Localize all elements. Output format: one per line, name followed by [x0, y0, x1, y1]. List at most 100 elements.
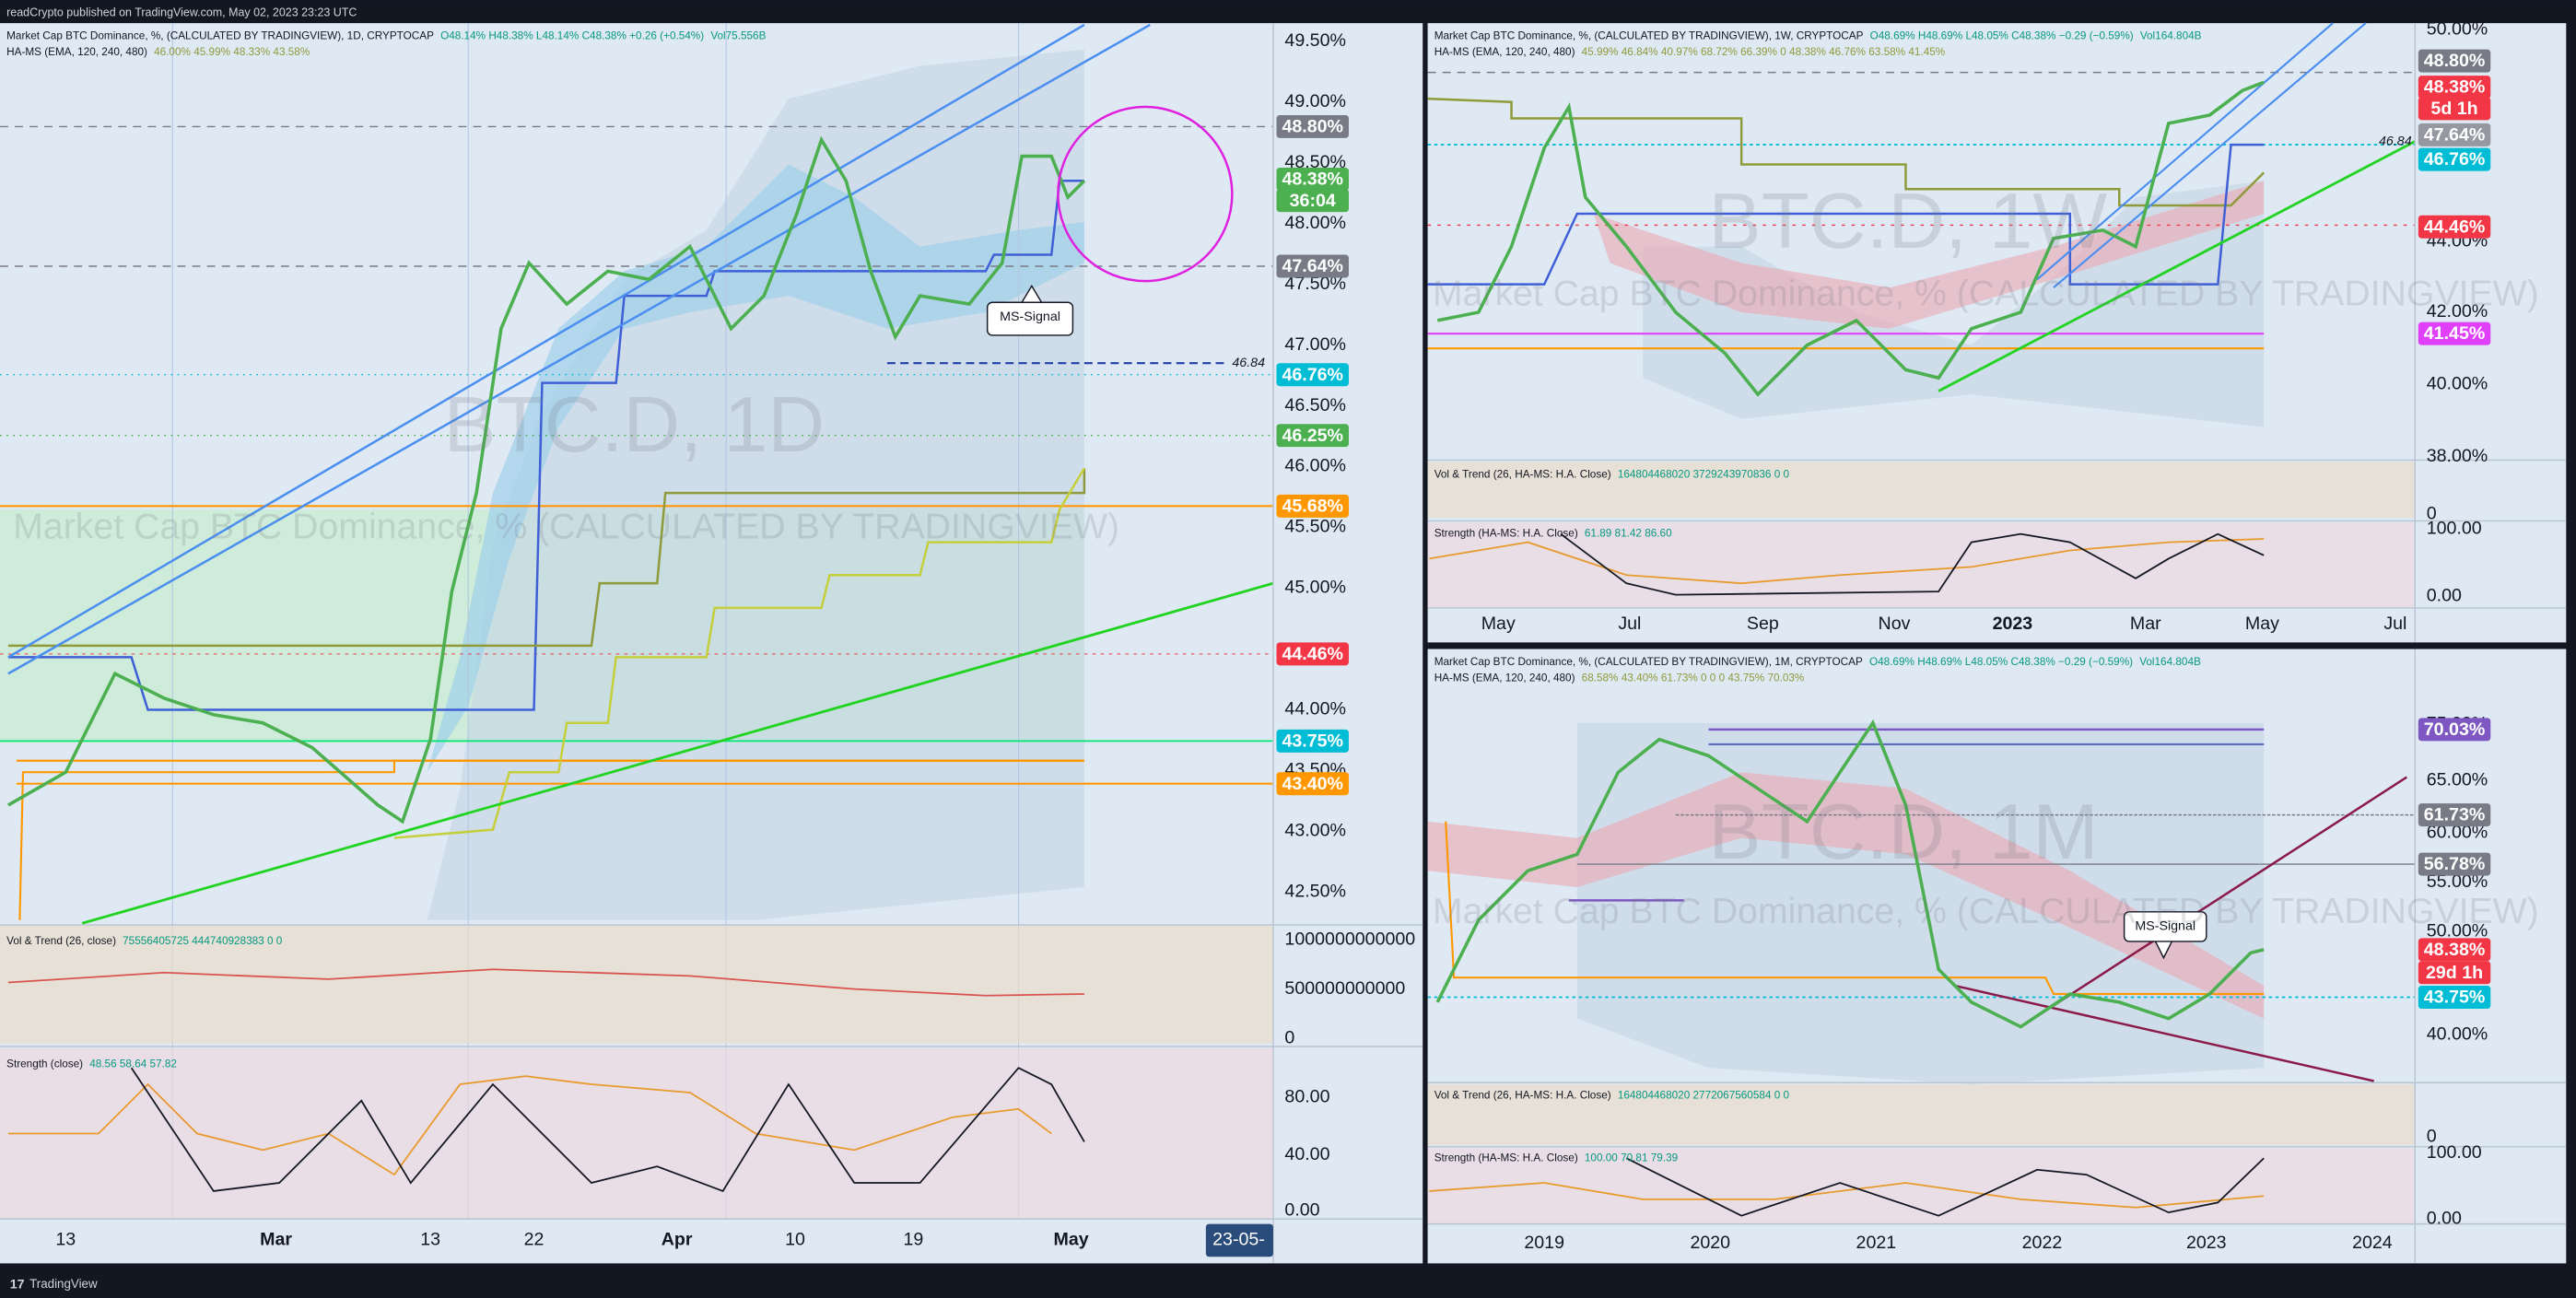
strength-pane-bg: [1427, 522, 2416, 608]
price-tick-label: 40.00%: [2427, 374, 2488, 394]
panel-1m: [1427, 649, 2567, 1264]
trend-line: [1954, 984, 2374, 1082]
legend-indicator-values: 68.58% 43.40% 61.73% 0 0 0 43.75% 70.03%: [1582, 672, 1805, 684]
price-tag: 48.38%: [2424, 940, 2486, 960]
pane-values: 61.89 81.42 86.60: [1585, 528, 1672, 540]
strength-curve: [1625, 1157, 2265, 1217]
time-tick-label: 2019: [1524, 1233, 1564, 1253]
price-tag-bg: [2418, 938, 2491, 962]
price-tick-label: 43.00%: [1284, 821, 1346, 841]
legend-ohlc: O48.14% H48.38% L48.14% C48.38% +0.26 (+…: [440, 29, 704, 41]
price-tag: 61.73%: [2424, 805, 2486, 825]
step-line: [7, 468, 1086, 648]
strength-pane-bg: [1427, 1148, 2416, 1224]
time-cursor-bg: [1205, 1223, 1273, 1257]
price-tag-bg: [2418, 147, 2491, 171]
price-tag: 48.38%: [1282, 170, 1343, 190]
strength-curve: [7, 1075, 1052, 1176]
price-tag: 5d 1h: [2430, 99, 2477, 119]
legend-indicator: HA-MS (EMA, 120, 240, 480): [6, 46, 147, 58]
price-tag-bg: [2418, 961, 2491, 985]
price-tag-bg: [1276, 168, 1349, 191]
trend-line: [2020, 776, 2408, 1028]
price-tag: 36:04: [1290, 191, 1336, 211]
band: [427, 164, 1084, 773]
price-tag: 41.45%: [2424, 323, 2486, 344]
price-tag-bg: [2418, 76, 2491, 99]
pane-legend: Vol & Trend (26, close): [6, 935, 116, 947]
watermark-description: Market Cap BTC Dominance, % (CALCULATED …: [13, 507, 1119, 547]
band: [1593, 181, 2265, 329]
price-tick-label: 40.00%: [2427, 1024, 2488, 1045]
footer-brand: TradingView: [29, 1277, 98, 1291]
strength-pane-bg: [0, 1047, 1273, 1220]
volume-pane-legend: Vol & Trend (26, HA-MS: H.A. Close) 16480…: [1434, 1090, 1790, 1102]
pane-tick-label: 500000000000: [1284, 978, 1405, 999]
step-line: [393, 467, 1085, 839]
price-tag-bg: [2418, 803, 2491, 827]
price-tag: 43.75%: [2424, 988, 2486, 1008]
price-tag: 46.25%: [1282, 426, 1343, 446]
time-tick-label: 13: [420, 1230, 440, 1250]
pane-values: 164804468020 2772067560584 0 0: [1618, 1090, 1790, 1102]
price-tag-bg: [2418, 986, 2491, 1010]
header: readCrypto published on TradingView.com,…: [6, 6, 357, 19]
trend-line: [1938, 140, 2416, 392]
price-line: [7, 135, 1086, 824]
highlight-circle: [1057, 105, 1234, 283]
time-tick-label: Sep: [1747, 614, 1779, 634]
pane-legend: Strength (close): [6, 1058, 83, 1070]
line-label: 46.84: [1232, 356, 1265, 370]
price-tag: 47.64%: [1282, 256, 1343, 276]
panel-1w: [1427, 22, 2567, 643]
trend-line: [7, 23, 1085, 659]
ema-line: [1445, 821, 2265, 996]
price-tag-bg: [1276, 424, 1349, 448]
legend-title: Market Cap BTC Dominance, %, (CALCULATED…: [6, 29, 766, 41]
time-tick-label: May: [1481, 614, 1516, 634]
price-tag: 43.75%: [1282, 731, 1343, 751]
price-tag: 46.76%: [2424, 149, 2486, 170]
time-tick-label: 2023: [2186, 1233, 2227, 1253]
pane-tick-label: 100.00: [2427, 1142, 2482, 1163]
price-line: [1435, 719, 2265, 1029]
time-cursor: 23-05-: [1212, 1230, 1265, 1250]
price-tick-label: 45.50%: [1284, 517, 1346, 537]
time-tick-label: Mar: [2130, 614, 2161, 634]
price-tag-bg: [2418, 123, 2491, 146]
step-line: [1427, 143, 2265, 286]
signal-bubble: [2123, 911, 2207, 960]
pane-tick-label: 40.00: [1284, 1144, 1329, 1164]
time-tick-label: 2024: [2352, 1233, 2393, 1253]
trend-line: [81, 581, 1274, 925]
price-tick-label: 47.00%: [1284, 334, 1346, 355]
price-tag-bg: [1276, 642, 1349, 666]
pane-tick-label: 1000000000000: [1284, 929, 1415, 949]
trend-line: [7, 23, 1151, 675]
price-tag: 48.80%: [2424, 51, 2486, 71]
price-tick-label: 42.00%: [2427, 301, 2488, 322]
time-tick-label: Jul: [2383, 614, 2406, 634]
volume-pane-legend: Vol & Trend (26, HA-MS: H.A. Close) 16480…: [1434, 469, 1790, 481]
volume-pane-legend: Vol & Trend (26, close) 75556405725 44474…: [6, 935, 283, 947]
time-tick-label: 22: [524, 1230, 544, 1250]
price-tag-bg: [1276, 189, 1349, 213]
volume-pane-bg: [1427, 1084, 2416, 1146]
price-tick-label: 38.00%: [2427, 446, 2488, 466]
legend-title: Market Cap BTC Dominance, %, (CALCULATED…: [1434, 656, 2201, 668]
watermark: BTC.D, 1W: [1708, 178, 2107, 265]
pane-values: 100.00 70.81 79.39: [1585, 1152, 1678, 1164]
legend-volume: Vol164.804B: [2140, 29, 2202, 41]
price-tag: 47.64%: [2424, 124, 2486, 145]
trend-curve: [7, 968, 1084, 997]
pane-tick-label: 0.00: [1284, 1200, 1319, 1221]
strength-pane-legend: Strength (HA-MS: H.A. Close) 100.00 70.81…: [1434, 1152, 1678, 1164]
time-tick-label: May: [2245, 614, 2279, 634]
price-tick-label: 65.00%: [2427, 769, 2488, 789]
price-tick-label: 50.00%: [2427, 18, 2488, 39]
time-tick-label: 13: [55, 1230, 76, 1250]
line-label: 46.84: [2379, 134, 2412, 148]
price-tag-bg: [2418, 97, 2491, 121]
legend-volume: Vol164.804B: [2139, 656, 2201, 668]
price-tick-label: 49.50%: [1284, 30, 1346, 51]
